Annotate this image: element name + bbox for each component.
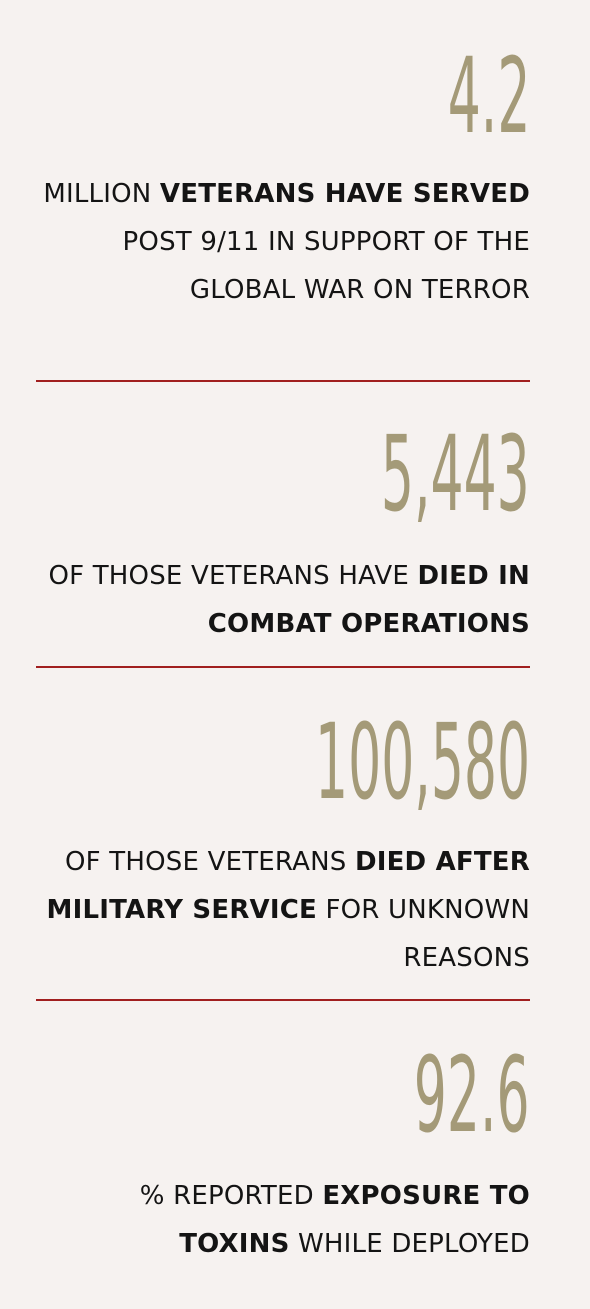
stat-block-died-in-combat: 5,443 OF THOSE VETERANS HAVE DIED IN COM… — [36, 382, 530, 666]
stat-description: OF THOSE VETERANS HAVE DIED IN COMBAT OP… — [36, 552, 530, 648]
stat-block-toxin-exposure: 92.6 % REPORTED EXPOSURE TO TOXINS WHILE… — [36, 1001, 530, 1309]
stat-block-died-after-service: 100,580 OF THOSE VETERANS DIED AFTER MIL… — [36, 668, 530, 1000]
stat-number: 4.2 — [447, 35, 530, 157]
stat-number: 100,580 — [314, 701, 530, 823]
stat-number: 92.6 — [414, 1034, 530, 1156]
stat-description: MILLION VETERANS HAVE SERVED POST 9/11 I… — [36, 170, 530, 314]
stat-description-lead: OF THOSE VETERANS — [65, 847, 355, 877]
stat-description-lead: MILLION — [43, 179, 160, 209]
stat-description-emphasis: EXPOSURE TO TOXINS — [179, 1181, 530, 1259]
stat-description-tail: WHILE DEPLOYED — [289, 1229, 530, 1259]
stat-description-tail: FOR UNKNOWN REASONS — [316, 895, 530, 973]
divider — [36, 380, 530, 382]
stat-description-tail: POST 9/11 IN SUPPORT OF THE GLOBAL WAR O… — [122, 227, 530, 305]
stat-block-veterans-served: 4.2 MILLION VETERANS HAVE SERVED POST 9/… — [36, 0, 530, 380]
stat-number: 5,443 — [381, 413, 530, 535]
stat-description-emphasis: DIED IN COMBAT OPERATIONS — [207, 561, 530, 639]
divider — [36, 999, 530, 1001]
stat-description: OF THOSE VETERANS DIED AFTER MILITARY SE… — [36, 838, 530, 982]
stat-description-emphasis: DIED AFTER MILITARY SERVICE — [46, 847, 530, 925]
stat-description-lead: % REPORTED — [139, 1181, 323, 1211]
stat-description: % REPORTED EXPOSURE TO TOXINS WHILE DEPL… — [36, 1172, 530, 1268]
stat-description-lead: OF THOSE VETERANS HAVE — [48, 561, 418, 591]
stat-description-emphasis: VETERANS HAVE SERVED — [159, 179, 530, 209]
divider — [36, 666, 530, 668]
